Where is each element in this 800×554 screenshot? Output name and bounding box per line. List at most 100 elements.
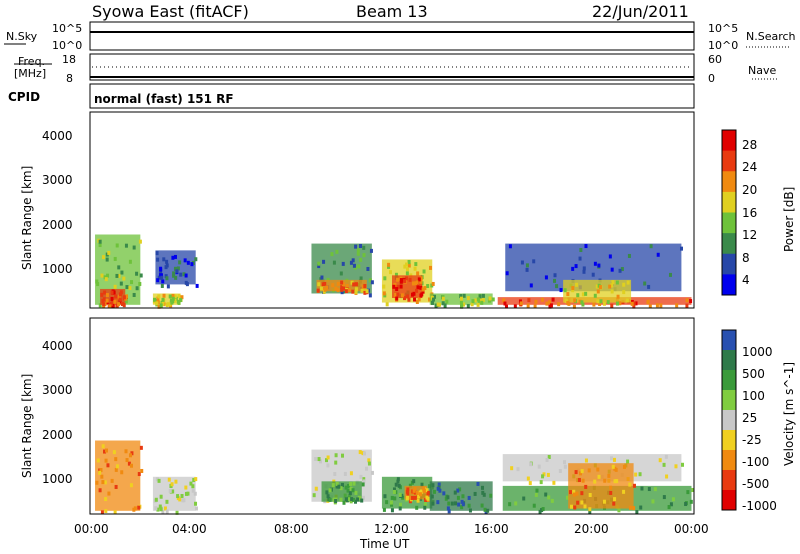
velocity-echo-cell [398,506,402,511]
velocity-echo-cell [133,506,137,511]
power-echo-cell [611,280,615,285]
velocity-echo-cell [98,470,102,475]
velocity-colorbar-segment [722,410,736,431]
power-echo-cell [122,276,126,281]
velocity-echo-cell [398,502,402,507]
velocity-echo-cell [671,497,675,502]
velocity-echo-cell [461,502,465,507]
power-echo-cell [503,301,507,306]
power-echo-cell [98,303,102,308]
velocity-echo-cell [314,486,318,491]
velocity-echo-cell [412,488,416,493]
velocity-echo-cell [326,455,330,460]
power-echo-cell [317,282,321,287]
velocity-echo-cell [468,508,472,513]
power-echo-cell [155,301,159,306]
power-echo-cell [615,301,619,306]
noise-sky-label: N.Sky [6,30,38,43]
power-echo-cell [334,286,338,291]
power-echo-cell [173,254,177,259]
power-echo-cell [545,301,549,306]
power-echo-cell [186,260,190,265]
power-echo-cell [388,270,392,275]
power-echo-cell [396,284,400,289]
velocity-echo-cell [539,480,543,485]
velocity-echo-cell [665,474,669,479]
velocity-echo-cell [346,488,350,493]
power-echo-cell [553,278,557,283]
velocity-panel-frame [89,317,695,515]
velocity-echo-cell [367,458,371,463]
noise-right-tick-top: 10^5 [708,22,739,35]
velocity-echo-cell [572,489,576,494]
power-echo-cell [547,300,551,305]
power-echo-cell [476,302,480,307]
power-echo-cell [95,279,99,284]
date-title: 22/Jun/2011 [592,2,689,21]
velocity-echo-cell [476,481,480,486]
power-echo-cell [508,244,512,249]
velocity-echo-cell [584,484,588,489]
velocity-echo-cell [417,494,421,499]
power-echo-cell [102,302,106,307]
velocity-echo-cell [361,482,365,487]
power-echo-cell [323,281,327,286]
power-echo-cell [183,258,187,263]
power-echo-cell [529,283,533,288]
power-echo-cell [178,260,182,265]
power-echo-cell [618,301,622,306]
velocity-echo-cell [341,453,345,458]
power-echo-cell [431,281,435,286]
velocity-echo-cell [597,474,601,479]
velocity-echo-cell [326,463,330,468]
power-echo-cell [625,298,629,303]
velocity-echo-cell [104,508,108,513]
power-echo-cell [352,282,356,287]
power-echo-cell [598,285,602,290]
velocity-echo-cell [98,488,102,493]
velocity-echo-cell [583,504,587,509]
power-echo-cell [354,290,358,295]
velocity-echo-cell [175,510,179,515]
noise-search-label: N.Search [746,30,796,43]
power-echo-cell [96,282,100,287]
velocity-echo-cell [101,444,105,449]
velocity-echo-cell [165,499,169,504]
power-echo-cell [596,299,600,304]
power-echo-cell [104,277,108,282]
power-echo-cell [473,298,477,303]
power-echo-cell [411,281,415,286]
power-echo-cell [165,259,169,264]
velocity-echo-cell [332,497,336,502]
power-echo-cell [162,257,166,262]
power-echo-cell [132,245,136,250]
velocity-echo-cell [191,484,195,489]
velocity-echo-cell [106,463,110,468]
velocity-echo-cell [613,479,617,484]
power-echo-cell [557,302,561,307]
velocity-echo-cell [334,460,338,465]
power-echo-cell [502,298,506,303]
velocity-echo-cell [681,462,685,467]
velocity-echo-cell [416,498,420,503]
power-echo-cell [383,276,387,281]
velocity-echo-cell [609,485,613,490]
velocity-echo-cell [529,462,533,467]
power-echo-cell [135,286,139,291]
power-echo-cell [339,271,343,276]
velocity-echo-cell [137,472,141,477]
velocity-echo-cell [456,488,460,493]
power-echo-cell [117,273,121,278]
cpid-panel-frame [89,83,695,109]
power-echo-cell [168,302,172,307]
power-echo-cell [340,285,344,290]
power-echo-cell [171,255,175,260]
power-echo-cell [105,252,109,257]
power-echo-cell [394,292,398,297]
power-echo-cell [110,296,114,301]
power-echo-cell [165,276,169,281]
velocity-echo-cell [425,488,429,493]
power-echo-cell [428,297,432,302]
velocity-echo-cell [612,457,616,462]
velocity-echo-cell [653,487,657,492]
